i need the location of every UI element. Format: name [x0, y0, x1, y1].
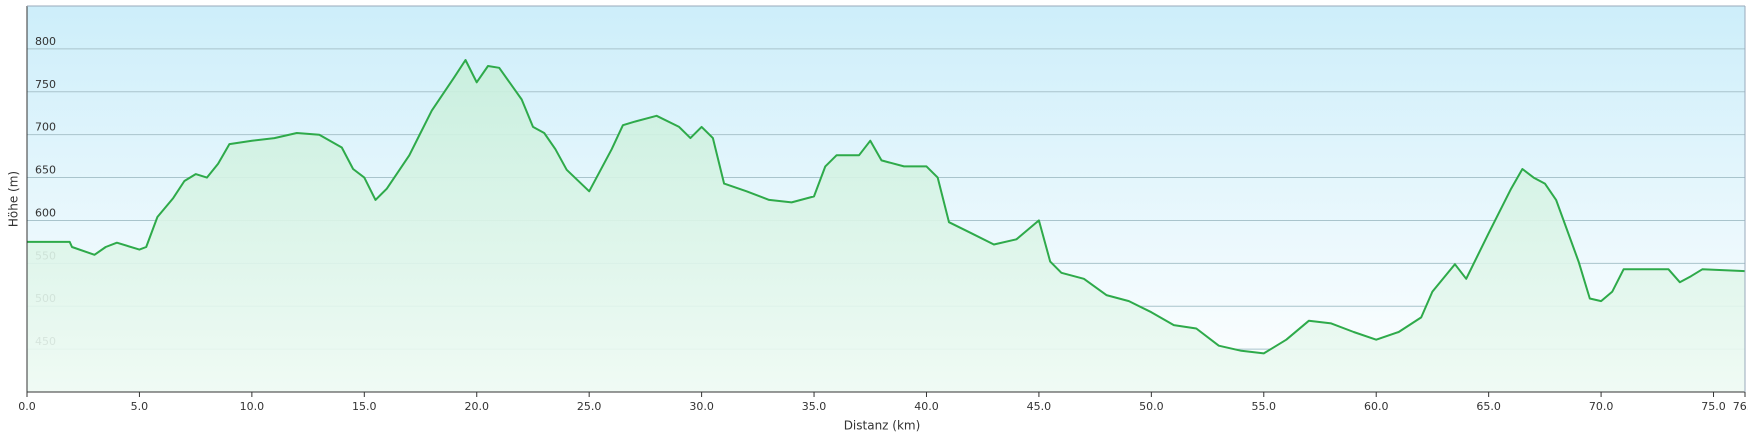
- x-tick-label: 30.0: [689, 400, 714, 413]
- x-tick-label: 75.0: [1701, 400, 1726, 413]
- elevation-area: [27, 60, 1745, 392]
- x-tick-label: 5.0: [131, 400, 149, 413]
- x-tick-label: 76.4: [1733, 400, 1748, 413]
- elevation-line: [27, 59, 1746, 355]
- x-tick-label: 40.0: [914, 400, 939, 413]
- x-tick-label: 0.0: [18, 400, 36, 413]
- x-tick-label: 10.0: [240, 400, 265, 413]
- x-tick-label: 65.0: [1476, 400, 1501, 413]
- x-tick-label: 50.0: [1139, 400, 1164, 413]
- x-tick-label: 35.0: [802, 400, 827, 413]
- x-tick-label: 70.0: [1589, 400, 1614, 413]
- x-axis-title: Distanz (km): [844, 419, 921, 433]
- x-tick-label: 20.0: [464, 400, 489, 413]
- y-axis-title: Höhe (m): [7, 171, 21, 227]
- x-tick-label: 15.0: [352, 400, 377, 413]
- x-tick-label: 45.0: [1027, 400, 1052, 413]
- x-tick-label: 60.0: [1364, 400, 1389, 413]
- y-tick-label: 750: [35, 78, 56, 91]
- y-tick-label: 600: [35, 206, 56, 219]
- y-tick-label: 800: [35, 35, 56, 48]
- y-tick-label: 700: [35, 121, 56, 134]
- x-tick-label: 55.0: [1252, 400, 1277, 413]
- y-tick-label: 650: [35, 164, 56, 177]
- x-tick-label: 25.0: [577, 400, 602, 413]
